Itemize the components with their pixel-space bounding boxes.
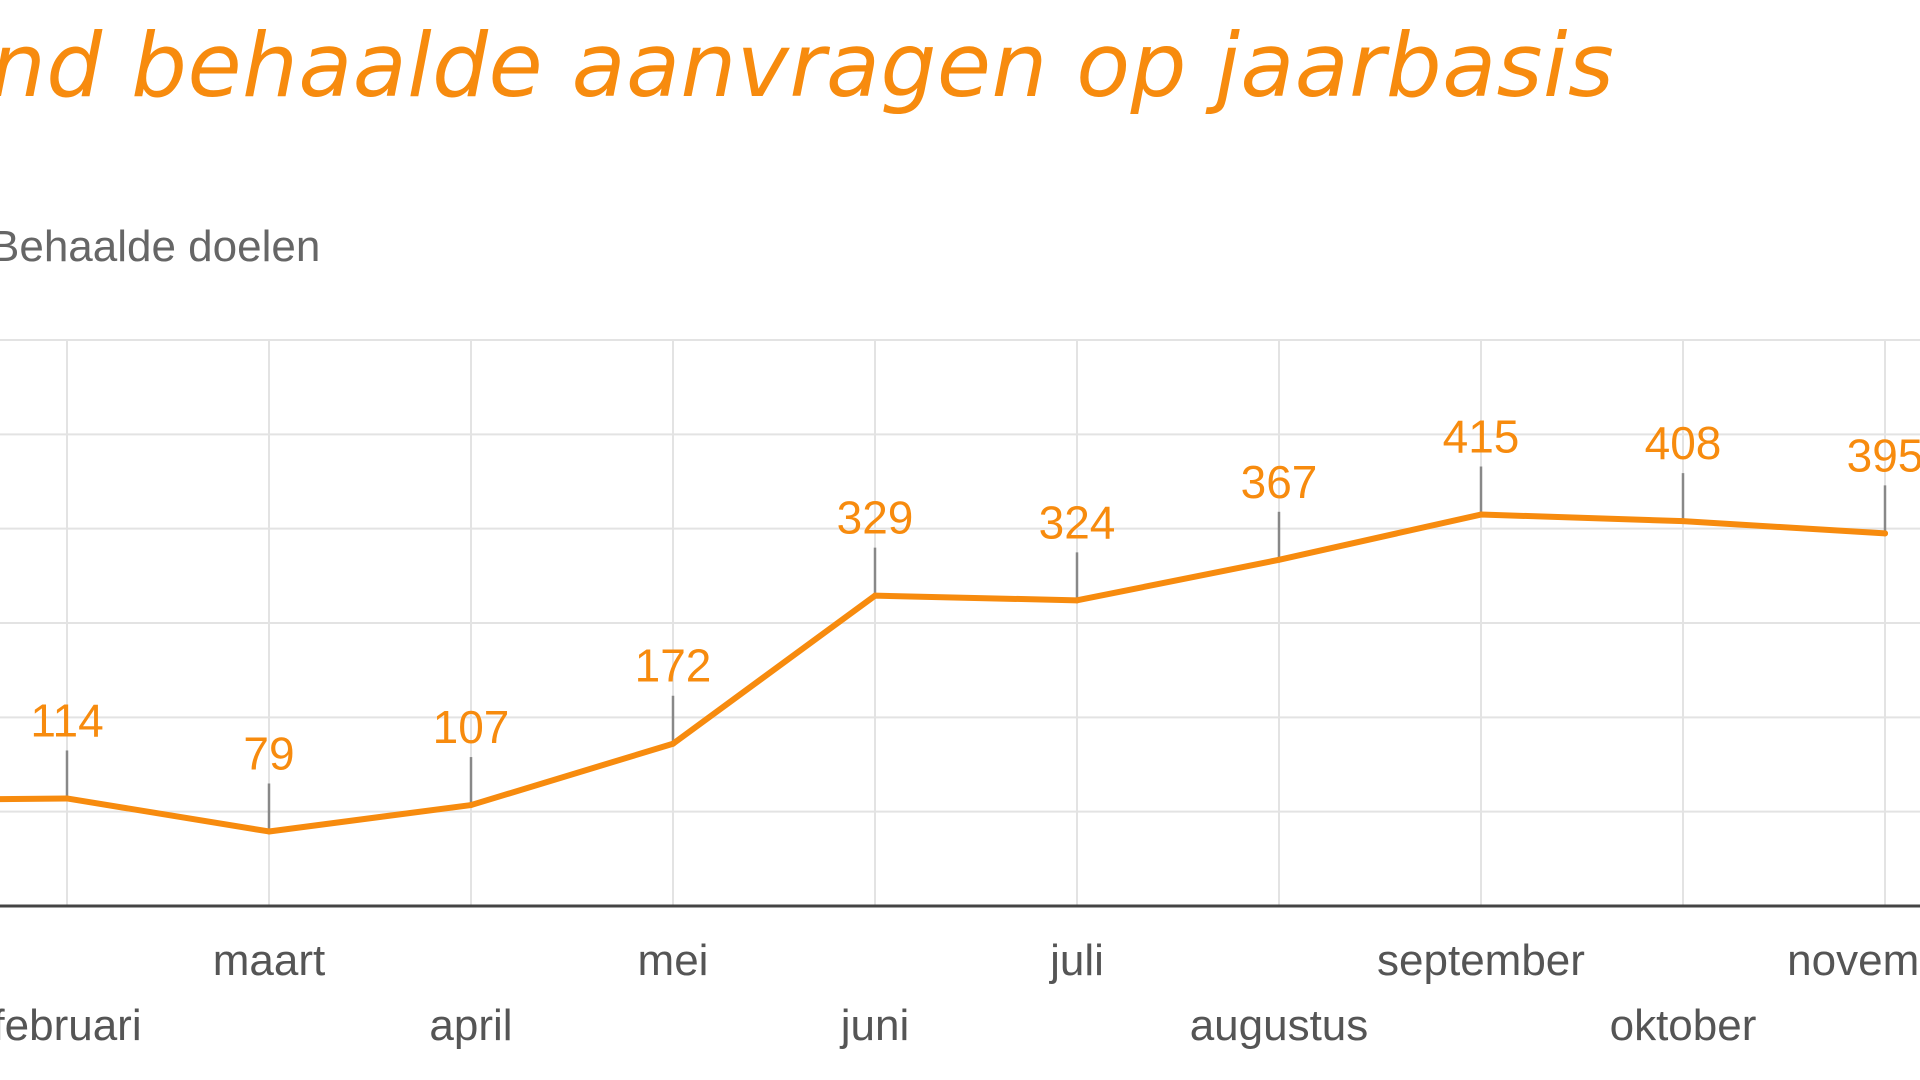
- data-label: 172: [635, 640, 712, 692]
- data-label: 329: [837, 492, 914, 544]
- data-point: [1478, 511, 1484, 518]
- data-point: [1680, 518, 1686, 525]
- data-point: [872, 592, 878, 599]
- data-label: 415: [1443, 411, 1520, 463]
- series-label: Behaalde doelen: [0, 222, 321, 271]
- data-label: 107: [433, 701, 510, 753]
- data-point: [468, 802, 474, 809]
- data-label: 324: [1039, 496, 1116, 548]
- data-label: 395: [1847, 429, 1920, 481]
- data-point: [670, 740, 676, 747]
- x-tick-label: juli: [1048, 936, 1104, 985]
- x-tick-label: april: [429, 1001, 512, 1050]
- x-tick-label: februari: [0, 1001, 142, 1050]
- data-label: 367: [1241, 456, 1318, 508]
- data-label: 408: [1645, 417, 1722, 469]
- x-tick-label: augustus: [1190, 1001, 1369, 1050]
- series-line: [0, 511, 1888, 835]
- data-point: [1074, 597, 1080, 604]
- x-tick-label: september: [1377, 936, 1585, 985]
- x-tick-label: maart: [213, 936, 325, 985]
- x-tick-label: juni: [839, 1001, 910, 1050]
- data-label: 79: [243, 727, 294, 779]
- data-point: [266, 828, 272, 835]
- chart-title: nd behaalde aanvragen op jaarbasis: [0, 14, 1615, 117]
- data-point: [1882, 530, 1888, 537]
- x-tick-label: oktober: [1610, 1001, 1757, 1050]
- x-tick-label: mei: [638, 936, 709, 985]
- data-point: [64, 795, 70, 802]
- x-tick-label: november: [1787, 936, 1920, 985]
- data-point: [1276, 556, 1282, 563]
- data-label: 114: [30, 694, 103, 746]
